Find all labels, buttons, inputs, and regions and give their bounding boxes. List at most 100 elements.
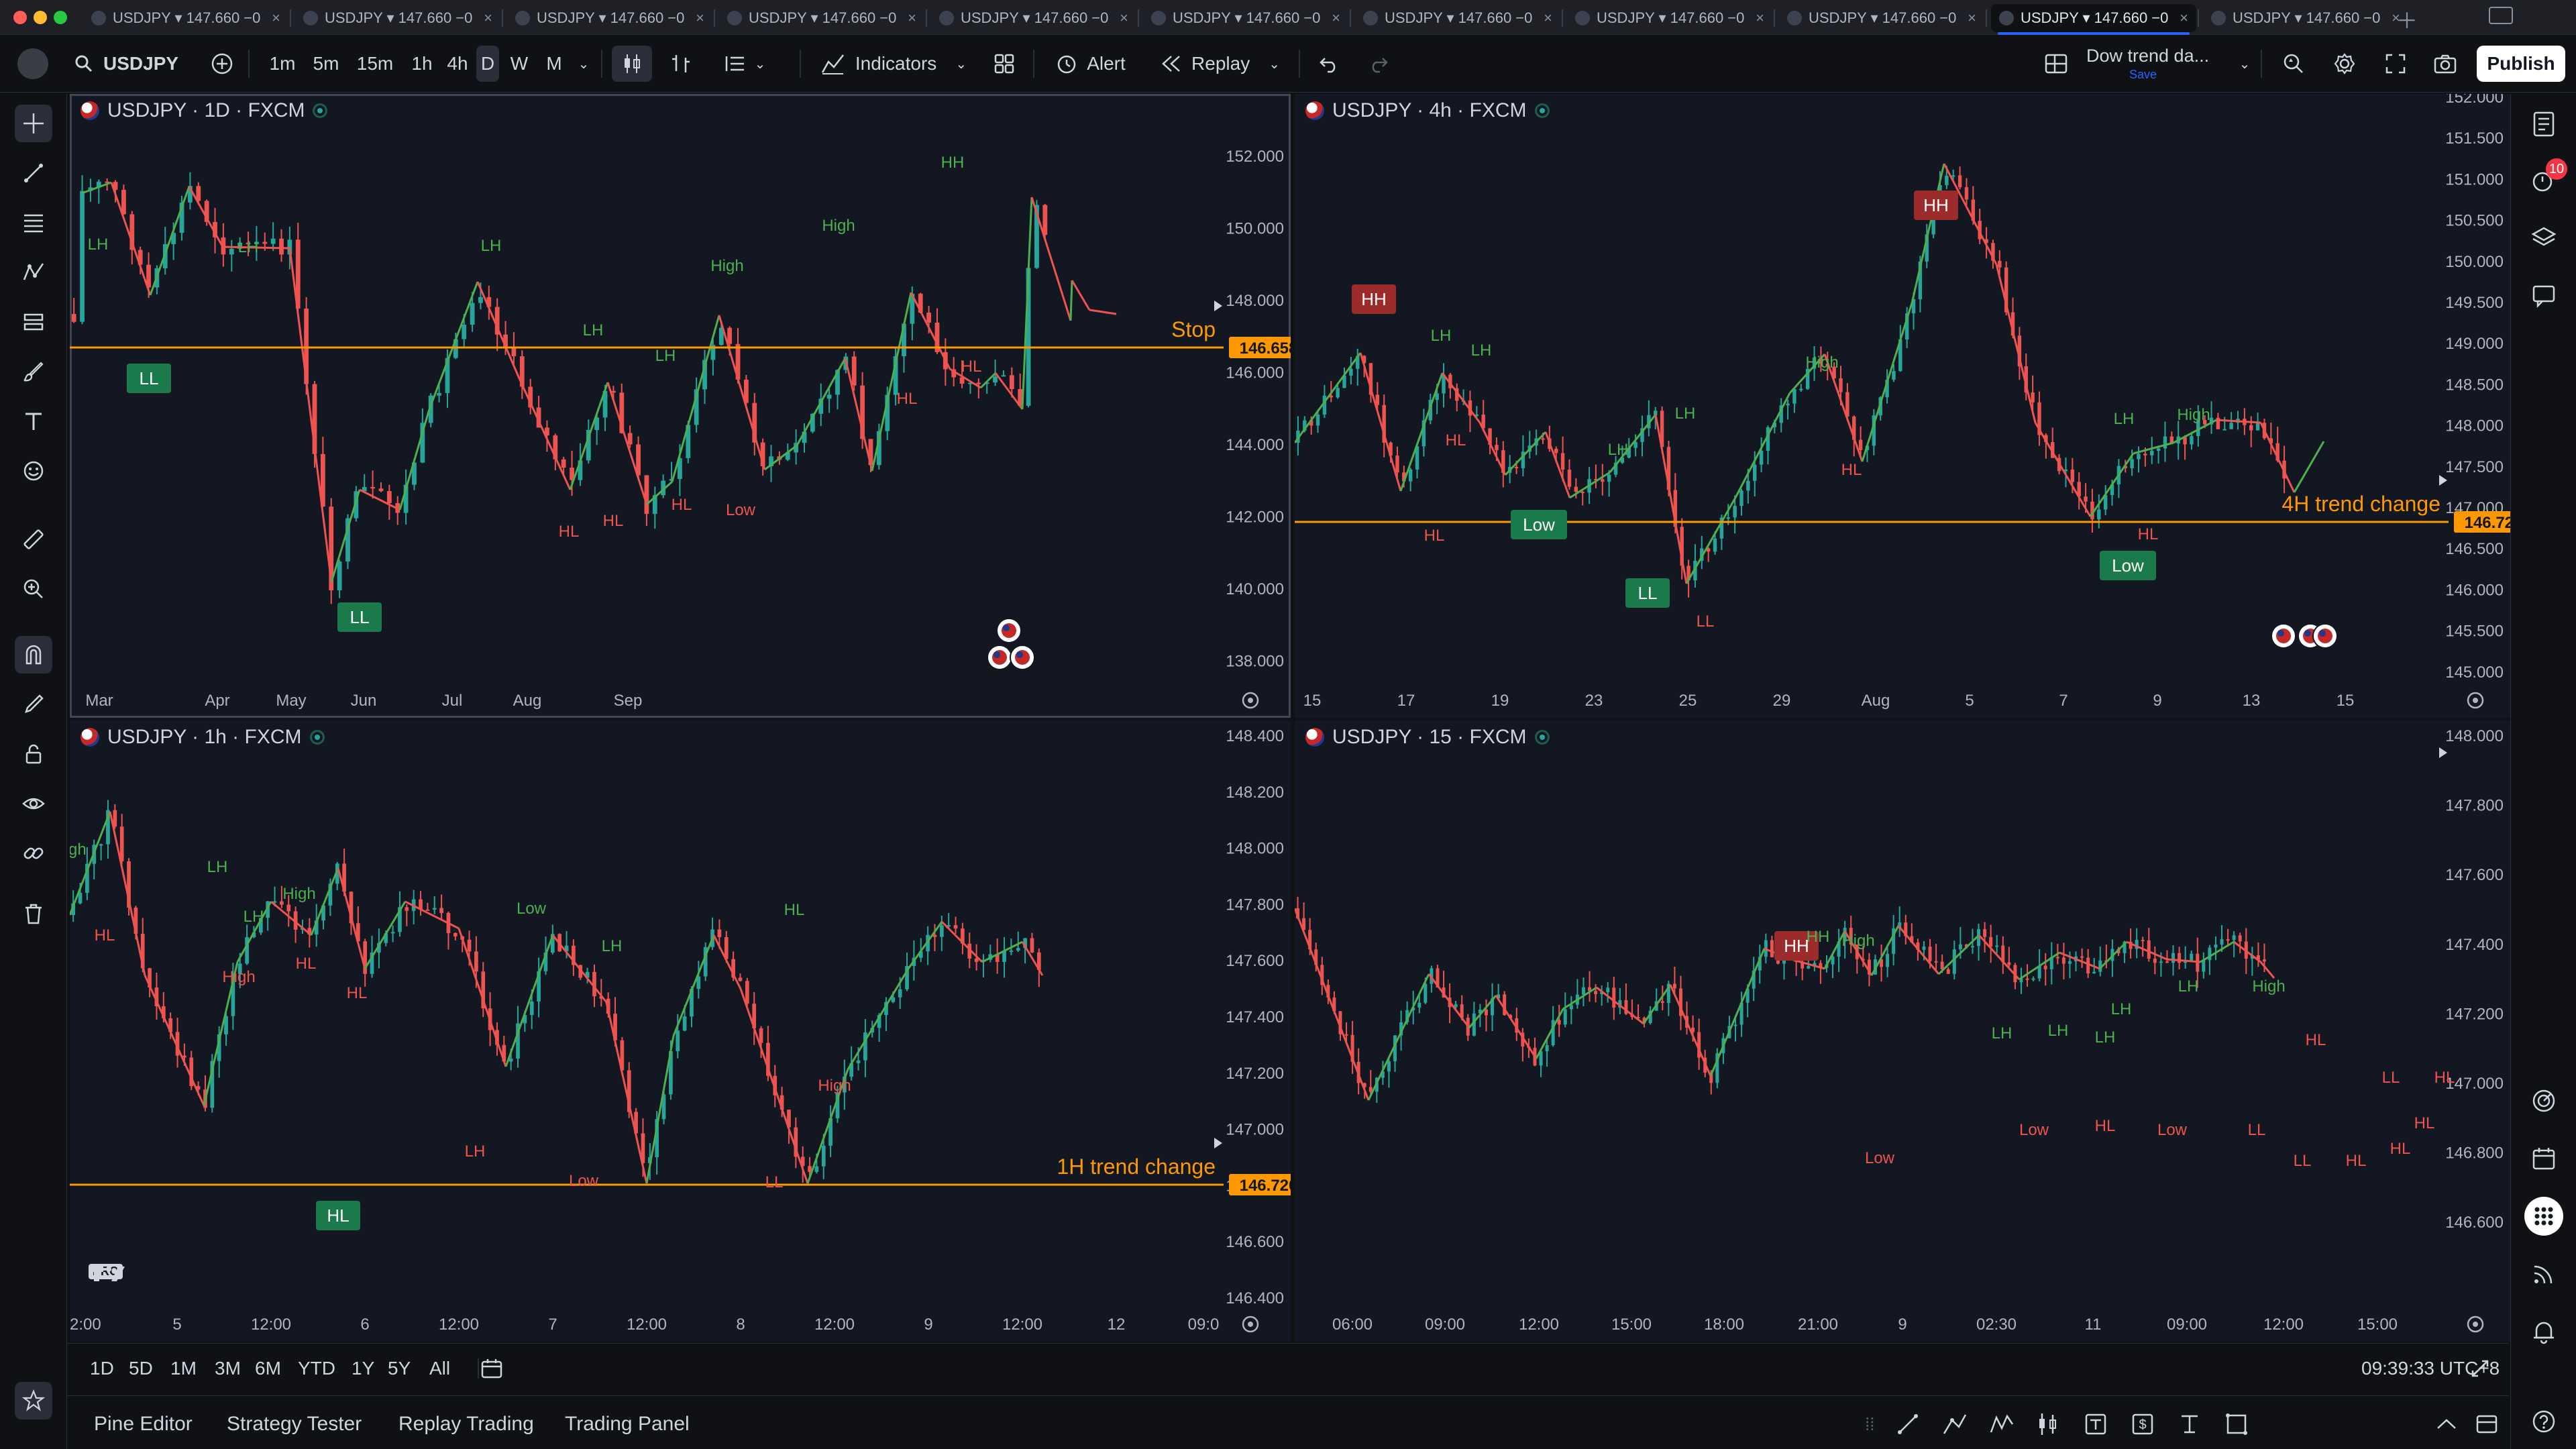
scroll-to-realtime-icon[interactable]: [1214, 1138, 1222, 1148]
layout-name-button[interactable]: Dow trend da... Save: [2086, 46, 2241, 82]
close-tab-icon[interactable]: ×: [908, 9, 916, 26]
scroll-to-realtime-icon[interactable]: [1214, 301, 1222, 311]
economic-event-flag-icon[interactable]: [996, 618, 1022, 643]
zoom-tool[interactable]: [15, 570, 52, 608]
path-icon[interactable]: [1941, 1411, 1968, 1438]
economic-event-flag-icon[interactable]: [1010, 645, 1035, 670]
price-axis[interactable]: 148.000 147.800 147.600 147.400 147.200 147.0…: [2445, 727, 2504, 1232]
go-to-date-button[interactable]: [475, 1353, 508, 1384]
quick-search-button[interactable]: [2277, 46, 2310, 82]
axis-settings-gear-icon[interactable]: [1242, 1316, 1259, 1333]
chevron-down-icon[interactable]: ⌄: [2239, 56, 2251, 72]
chart-canvas[interactable]: 152.000 150.000 148.000 146.000 144.000 142.0…: [70, 94, 1291, 718]
range-button[interactable]: 1Y: [352, 1358, 375, 1379]
axis-settings-gear-icon[interactable]: [2467, 692, 2484, 709]
replay-button[interactable]: Replay ⌄: [1152, 46, 1287, 82]
range-button[interactable]: YTD: [298, 1358, 335, 1379]
close-tab-icon[interactable]: ×: [2180, 9, 2188, 26]
economic-event-flag-icon[interactable]: [2312, 623, 2338, 649]
close-tab-icon[interactable]: ×: [272, 9, 280, 26]
notifications-button[interactable]: [2524, 1312, 2563, 1351]
trend-line-icon[interactable]: [1894, 1411, 1921, 1438]
range-button[interactable]: 5D: [129, 1358, 153, 1379]
range-button[interactable]: 6M: [255, 1358, 281, 1379]
redo-button[interactable]: [1362, 46, 1395, 82]
watchlist-button[interactable]: [2524, 105, 2563, 144]
chart-canvas[interactable]: 148.000 147.800 147.600 147.400 147.200 147.0…: [1295, 720, 2510, 1342]
pane-title[interactable]: USDJPY · 1D · FXCM: [107, 99, 305, 121]
rectangle-icon[interactable]: [2223, 1411, 2250, 1438]
alert-button[interactable]: Alert: [1046, 46, 1134, 82]
browser-tab[interactable]: USDJPY ▾ 147.660 −0 ×: [1143, 4, 1348, 32]
close-tab-icon[interactable]: ×: [484, 9, 492, 26]
chart-canvas[interactable]: 148.400 148.200 148.000 147.800 147.600 147.4…: [70, 720, 1291, 1342]
close-tab-icon[interactable]: ×: [696, 9, 704, 26]
zigzag-icon[interactable]: [1988, 1411, 2015, 1438]
undo-button[interactable]: [1312, 46, 1346, 82]
close-tab-icon[interactable]: ×: [2392, 9, 2400, 26]
emoji-tool[interactable]: [15, 452, 52, 490]
time-axis[interactable]: 15 17 19 23 25 29 Aug 5 7 9 13 15: [1303, 692, 2355, 710]
user-avatar[interactable]: [15, 46, 51, 82]
time-axis[interactable]: 06:00 09:00 12:00 15:00 18:00 21:00 9 02:30 11 09…: [1332, 1316, 2398, 1334]
object-tree-button[interactable]: [2524, 219, 2563, 258]
time-axis[interactable]: 2:00 5 12:00 6 12:00 7 12:00 8 12:00 9 12:00 12 09:0: [70, 1316, 1219, 1334]
interval-button[interactable]: 4h: [447, 53, 468, 74]
fullscreen-button[interactable]: [2379, 46, 2412, 82]
sync-drawings-tool[interactable]: [15, 835, 52, 872]
expand-chart-button[interactable]: [2470, 1353, 2497, 1384]
horizontal-line-label[interactable]: Stop: [1171, 317, 1216, 341]
interval-button[interactable]: 15m: [356, 53, 394, 74]
economic-event-flag-icon[interactable]: [987, 645, 1012, 670]
price-axis[interactable]: 152.000 151.500 151.000 150.500 150.000 149.5…: [2445, 94, 2504, 682]
price-axis[interactable]: 152.000 150.000 148.000 146.000 144.000 142.0…: [1226, 148, 1284, 671]
price-axis[interactable]: 148.400 148.200 148.000 147.800 147.600 147.4…: [1226, 727, 1284, 1307]
browser-tab[interactable]: USDJPY ▾ 147.660 −0 ×: [507, 4, 712, 32]
maximize-panel-button[interactable]: [2475, 1409, 2498, 1439]
indicators-button[interactable]: Indicators ⌄: [813, 46, 974, 82]
long-position-icon[interactable]: [2035, 1411, 2062, 1438]
favorites-tool[interactable]: [15, 1382, 52, 1419]
interval-button[interactable]: W: [510, 53, 529, 74]
pattern-tool[interactable]: [15, 254, 52, 291]
horizontal-line-label[interactable]: 4H trend change: [2282, 492, 2440, 516]
trend-line-tool[interactable]: [15, 154, 52, 192]
horizontal-line-label[interactable]: 1H trend change: [1057, 1155, 1216, 1179]
browser-tab[interactable]: USDJPY ▾ 147.660 −0 ×: [1567, 4, 1772, 32]
economic-event-flag-icon[interactable]: [2271, 623, 2296, 649]
news-stream-button[interactable]: [2524, 1254, 2563, 1293]
calendar-button[interactable]: [2524, 1139, 2563, 1178]
anchored-text-icon[interactable]: [2176, 1411, 2203, 1438]
axis-settings-gear-icon[interactable]: [1242, 692, 1259, 709]
browser-tab[interactable]: USDJPY ▾ 147.660 −0 ×: [2203, 4, 2408, 32]
chart-pane-1h[interactable]: 148.400 148.200 148.000 147.800 147.600 147.4…: [70, 720, 1291, 1342]
interval-button[interactable]: 1h: [411, 53, 433, 74]
range-button[interactable]: 3M: [215, 1358, 241, 1379]
help-button[interactable]: [2524, 1402, 2563, 1441]
range-button[interactable]: 1D: [90, 1358, 114, 1379]
close-tab-icon[interactable]: ×: [1968, 9, 1976, 26]
scroll-to-realtime-icon[interactable]: [2439, 475, 2447, 486]
candles-chart-type-button[interactable]: [612, 46, 652, 82]
sidebar-toggle-icon[interactable]: [2489, 7, 2513, 24]
fib-tool[interactable]: [15, 204, 52, 241]
time-axis[interactable]: Mar Apr May Jun Jul Aug Sep: [85, 692, 642, 710]
dom-button[interactable]: [2524, 1081, 2563, 1120]
text-tool[interactable]: [15, 402, 52, 440]
close-tab-icon[interactable]: ×: [1332, 9, 1340, 26]
measure-tool[interactable]: [15, 521, 52, 558]
symbol-search[interactable]: USDJPY: [74, 46, 201, 82]
close-tab-icon[interactable]: ×: [1120, 9, 1128, 26]
drag-handle-icon[interactable]: ⁞⁞: [1865, 1413, 1875, 1434]
remove-drawings-tool[interactable]: [15, 895, 52, 932]
minimize-window-button[interactable]: [34, 11, 47, 24]
chart-pane-4h[interactable]: 152.000 151.500 151.000 150.500 150.000 149.5…: [1295, 94, 2510, 718]
alerts-button[interactable]: 10: [2524, 158, 2567, 200]
scroll-to-realtime-icon[interactable]: [2439, 747, 2447, 758]
text-note-icon[interactable]: [2082, 1411, 2109, 1438]
collapse-panel-chevron-icon[interactable]: [2435, 1409, 2458, 1439]
layout-grid-button[interactable]: [2039, 46, 2073, 82]
browser-tab[interactable]: USDJPY ▾ 147.660 −0 ×: [295, 4, 500, 32]
templates-button[interactable]: [986, 46, 1022, 82]
browser-tab[interactable]: USDJPY ▾ 147.660 −0 ×: [931, 4, 1136, 32]
